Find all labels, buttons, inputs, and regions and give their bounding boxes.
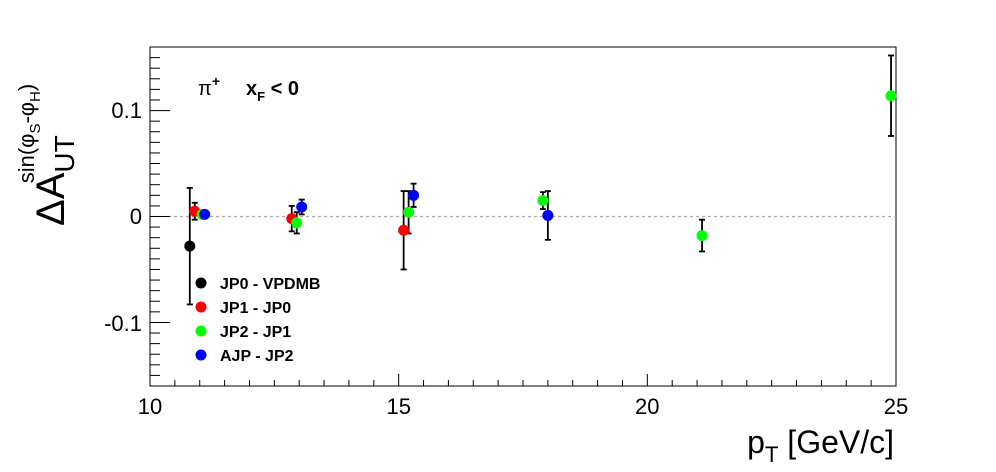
legend-marker — [195, 301, 207, 313]
x-tick-label: 15 — [386, 394, 410, 419]
x-tick-label: 25 — [884, 394, 908, 419]
particle-label: π+ — [198, 73, 220, 100]
x-axis-title-sub: T — [765, 442, 778, 467]
legend-marker — [195, 349, 207, 361]
y-axis-title-sup-h: H — [27, 91, 44, 102]
legend-label: AJP - JP2 — [220, 348, 294, 365]
data-point — [291, 217, 303, 229]
data-point — [398, 224, 410, 236]
x-tick-label: 20 — [635, 394, 659, 419]
cut-condition: < 0 — [265, 78, 299, 100]
x-axis-title-main: p — [747, 424, 765, 460]
data-point — [696, 230, 708, 242]
x-tick-label: 10 — [138, 394, 162, 419]
y-tick-label: -0.1 — [104, 311, 142, 336]
legend-label: JP2 - JP1 — [220, 324, 291, 341]
x-axis-title-rest: [GeV/c] — [778, 424, 894, 460]
y-axis-title-sup-s: S — [27, 124, 44, 134]
cut-variable-sub: F — [257, 89, 265, 104]
y-axis-title-sub: UT — [49, 135, 80, 172]
data-point — [296, 201, 308, 213]
particle-charge: + — [212, 73, 220, 89]
legend: JP0 - VPDMB JP1 - JP0 JP2 - JP1 AJP - JP… — [195, 276, 320, 365]
data-point — [184, 240, 196, 252]
data-markers — [184, 90, 897, 252]
y-axis-title: ΔAUT sin(φS-φH) — [14, 84, 80, 226]
data-point — [542, 209, 554, 221]
data-point — [199, 208, 211, 220]
cut-variable: x — [246, 78, 257, 100]
y-tick-label: 0 — [130, 204, 142, 229]
data-point — [885, 90, 897, 102]
y-axis-title-sup: sin(φ — [14, 134, 39, 184]
legend-label: JP1 - JP0 — [220, 300, 291, 317]
particle-symbol: π — [198, 78, 212, 100]
kinematic-cut-label: xF < 0 — [246, 78, 299, 104]
y-axis-title-sup-end: ) — [14, 84, 39, 91]
legend-marker — [195, 325, 207, 337]
data-point — [403, 206, 415, 218]
legend-marker — [195, 277, 207, 289]
y-axis-title-main: ΔA — [29, 172, 73, 226]
legend-label: JP0 - VPDMB — [220, 276, 320, 293]
y-tick-label: 0.1 — [111, 98, 142, 123]
axis-ticks — [149, 57, 897, 386]
x-axis-title: pT [GeV/c] — [747, 424, 894, 467]
y-axis-title-sup-mid: -φ — [14, 102, 39, 124]
data-point — [408, 189, 420, 201]
data-point — [537, 195, 549, 207]
